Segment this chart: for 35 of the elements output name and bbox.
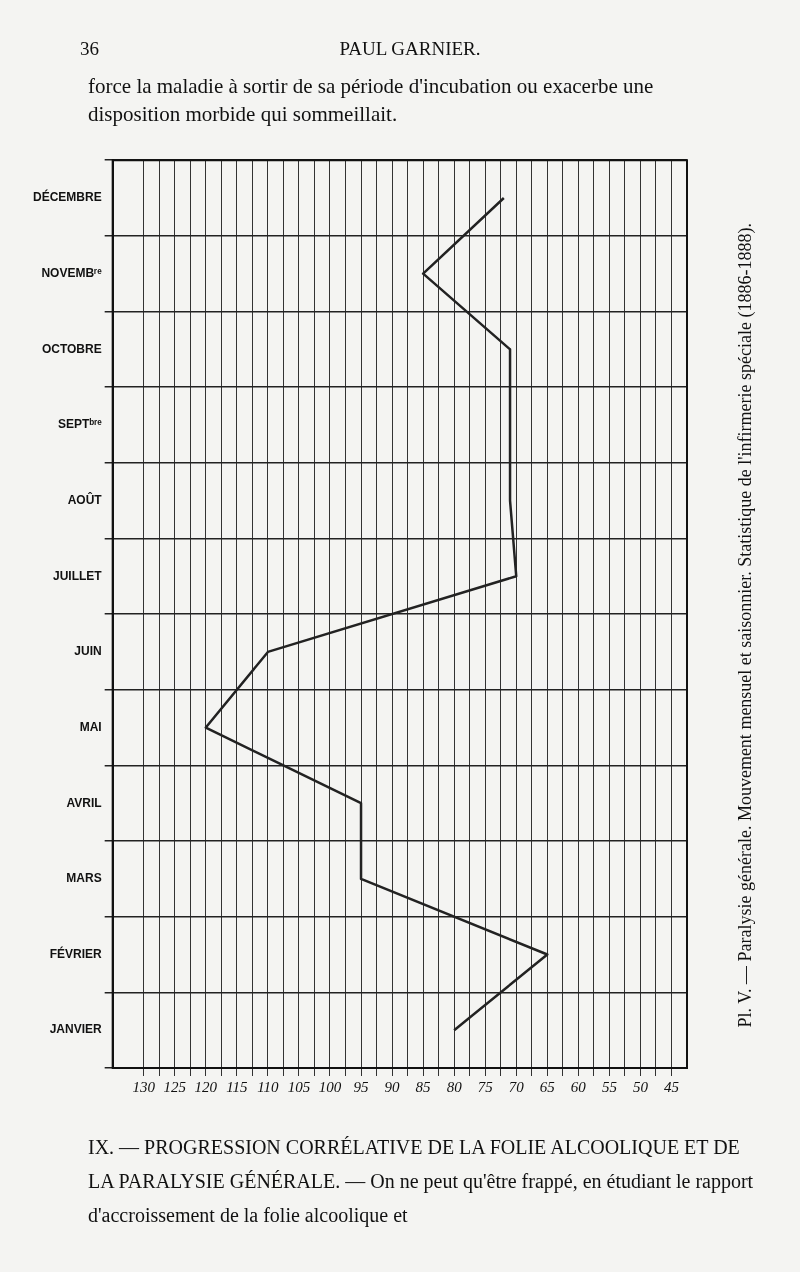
x-tick-label: 45 xyxy=(663,1078,680,1095)
x-tick-label: 110 xyxy=(257,1078,280,1095)
y-tick-label: AVRIL xyxy=(66,795,102,810)
x-tick-label: 105 xyxy=(287,1078,311,1095)
text: PAUL GARNIER. xyxy=(339,38,481,59)
x-tick-label: 75 xyxy=(477,1078,494,1095)
x-tick-label: 90 xyxy=(384,1078,401,1095)
x-tick-label: 80 xyxy=(446,1078,463,1095)
x-tick-label: 130 xyxy=(132,1078,156,1095)
y-tick-label: JUIN xyxy=(74,644,102,659)
y-tick-label: FÉVRIER xyxy=(49,945,102,961)
y-tick-label: JUILLET xyxy=(53,568,103,583)
text: 36 xyxy=(80,38,99,60)
x-tick-label: 65 xyxy=(539,1078,556,1095)
text: Pl. V. — Paralysie générale. Mouvement mensuel et saisonnier. Statistique de l'infirmerie spéciale (1886-1888). xyxy=(734,222,756,1028)
text: IX. — PROGRESSION CORRÉLATIVE DE LA FOLIE ALCOOLIQUE ET DE LA PARALYSIE GÉNÉRALE. — On ne peut qu'être frappé, en étudiant le rapport d'accroissement de la folie alcoolique et xyxy=(88,1135,755,1229)
x-tick-label: 115 xyxy=(226,1078,249,1095)
x-tick-label: 100 xyxy=(318,1078,342,1095)
y-tick-label: NOVEMBʳᵉ xyxy=(41,265,103,280)
y-tick-label: DÉCEMBRE xyxy=(33,189,102,205)
y-tick-label: SEPTᵇʳᵉ xyxy=(58,417,103,432)
y-tick-label: AOÛT xyxy=(67,491,103,507)
x-tick-label: 70 xyxy=(508,1078,525,1095)
x-tick-label: 120 xyxy=(194,1078,218,1095)
text: force la maladie à sortir de sa période d'incubation ou exacerbe une disposition morbide qui sommeillait. xyxy=(88,73,655,128)
x-tick-label: 85 xyxy=(415,1078,432,1095)
y-tick-label: MAI xyxy=(79,719,102,734)
y-tick-label: MARS xyxy=(66,871,102,886)
y-tick-label: OCTOBRE xyxy=(41,341,102,356)
x-tick-label: 95 xyxy=(353,1078,370,1095)
x-tick-label: 55 xyxy=(601,1078,618,1095)
y-tick-label: JANVIER xyxy=(49,1022,102,1037)
x-tick-label: 125 xyxy=(163,1078,187,1095)
x-tick-label: 50 xyxy=(632,1078,649,1095)
x-tick-label: 60 xyxy=(570,1078,587,1095)
